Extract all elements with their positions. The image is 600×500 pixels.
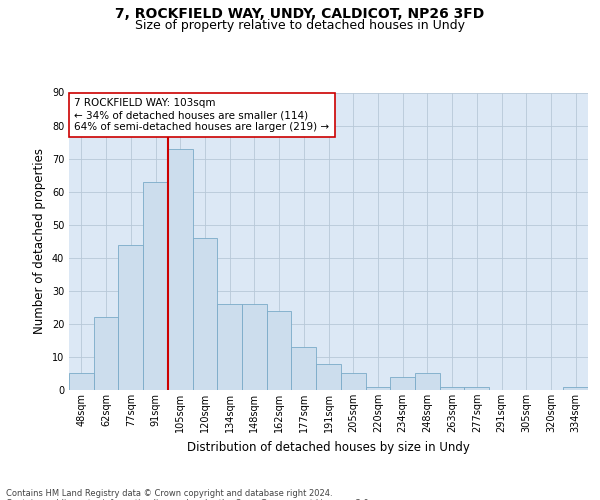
Bar: [365, 386, 390, 390]
Bar: [267, 310, 292, 390]
Text: 7, ROCKFIELD WAY, UNDY, CALDICOT, NP26 3FD: 7, ROCKFIELD WAY, UNDY, CALDICOT, NP26 3…: [115, 8, 485, 22]
Bar: [440, 386, 464, 390]
Bar: [242, 304, 267, 390]
Bar: [415, 374, 440, 390]
Text: Contains HM Land Registry data © Crown copyright and database right 2024.: Contains HM Land Registry data © Crown c…: [6, 488, 332, 498]
Bar: [464, 386, 489, 390]
Bar: [390, 377, 415, 390]
Bar: [193, 238, 217, 390]
Bar: [341, 374, 365, 390]
Bar: [143, 182, 168, 390]
Bar: [118, 244, 143, 390]
Text: Contains public sector information licensed under the Open Government Licence v3: Contains public sector information licen…: [6, 498, 371, 500]
Bar: [316, 364, 341, 390]
Bar: [94, 318, 118, 390]
X-axis label: Distribution of detached houses by size in Undy: Distribution of detached houses by size …: [187, 440, 470, 454]
Text: 7 ROCKFIELD WAY: 103sqm
← 34% of detached houses are smaller (114)
64% of semi-d: 7 ROCKFIELD WAY: 103sqm ← 34% of detache…: [74, 98, 329, 132]
Bar: [292, 347, 316, 390]
Y-axis label: Number of detached properties: Number of detached properties: [33, 148, 46, 334]
Bar: [69, 374, 94, 390]
Bar: [168, 148, 193, 390]
Bar: [217, 304, 242, 390]
Text: Size of property relative to detached houses in Undy: Size of property relative to detached ho…: [135, 18, 465, 32]
Bar: [563, 386, 588, 390]
